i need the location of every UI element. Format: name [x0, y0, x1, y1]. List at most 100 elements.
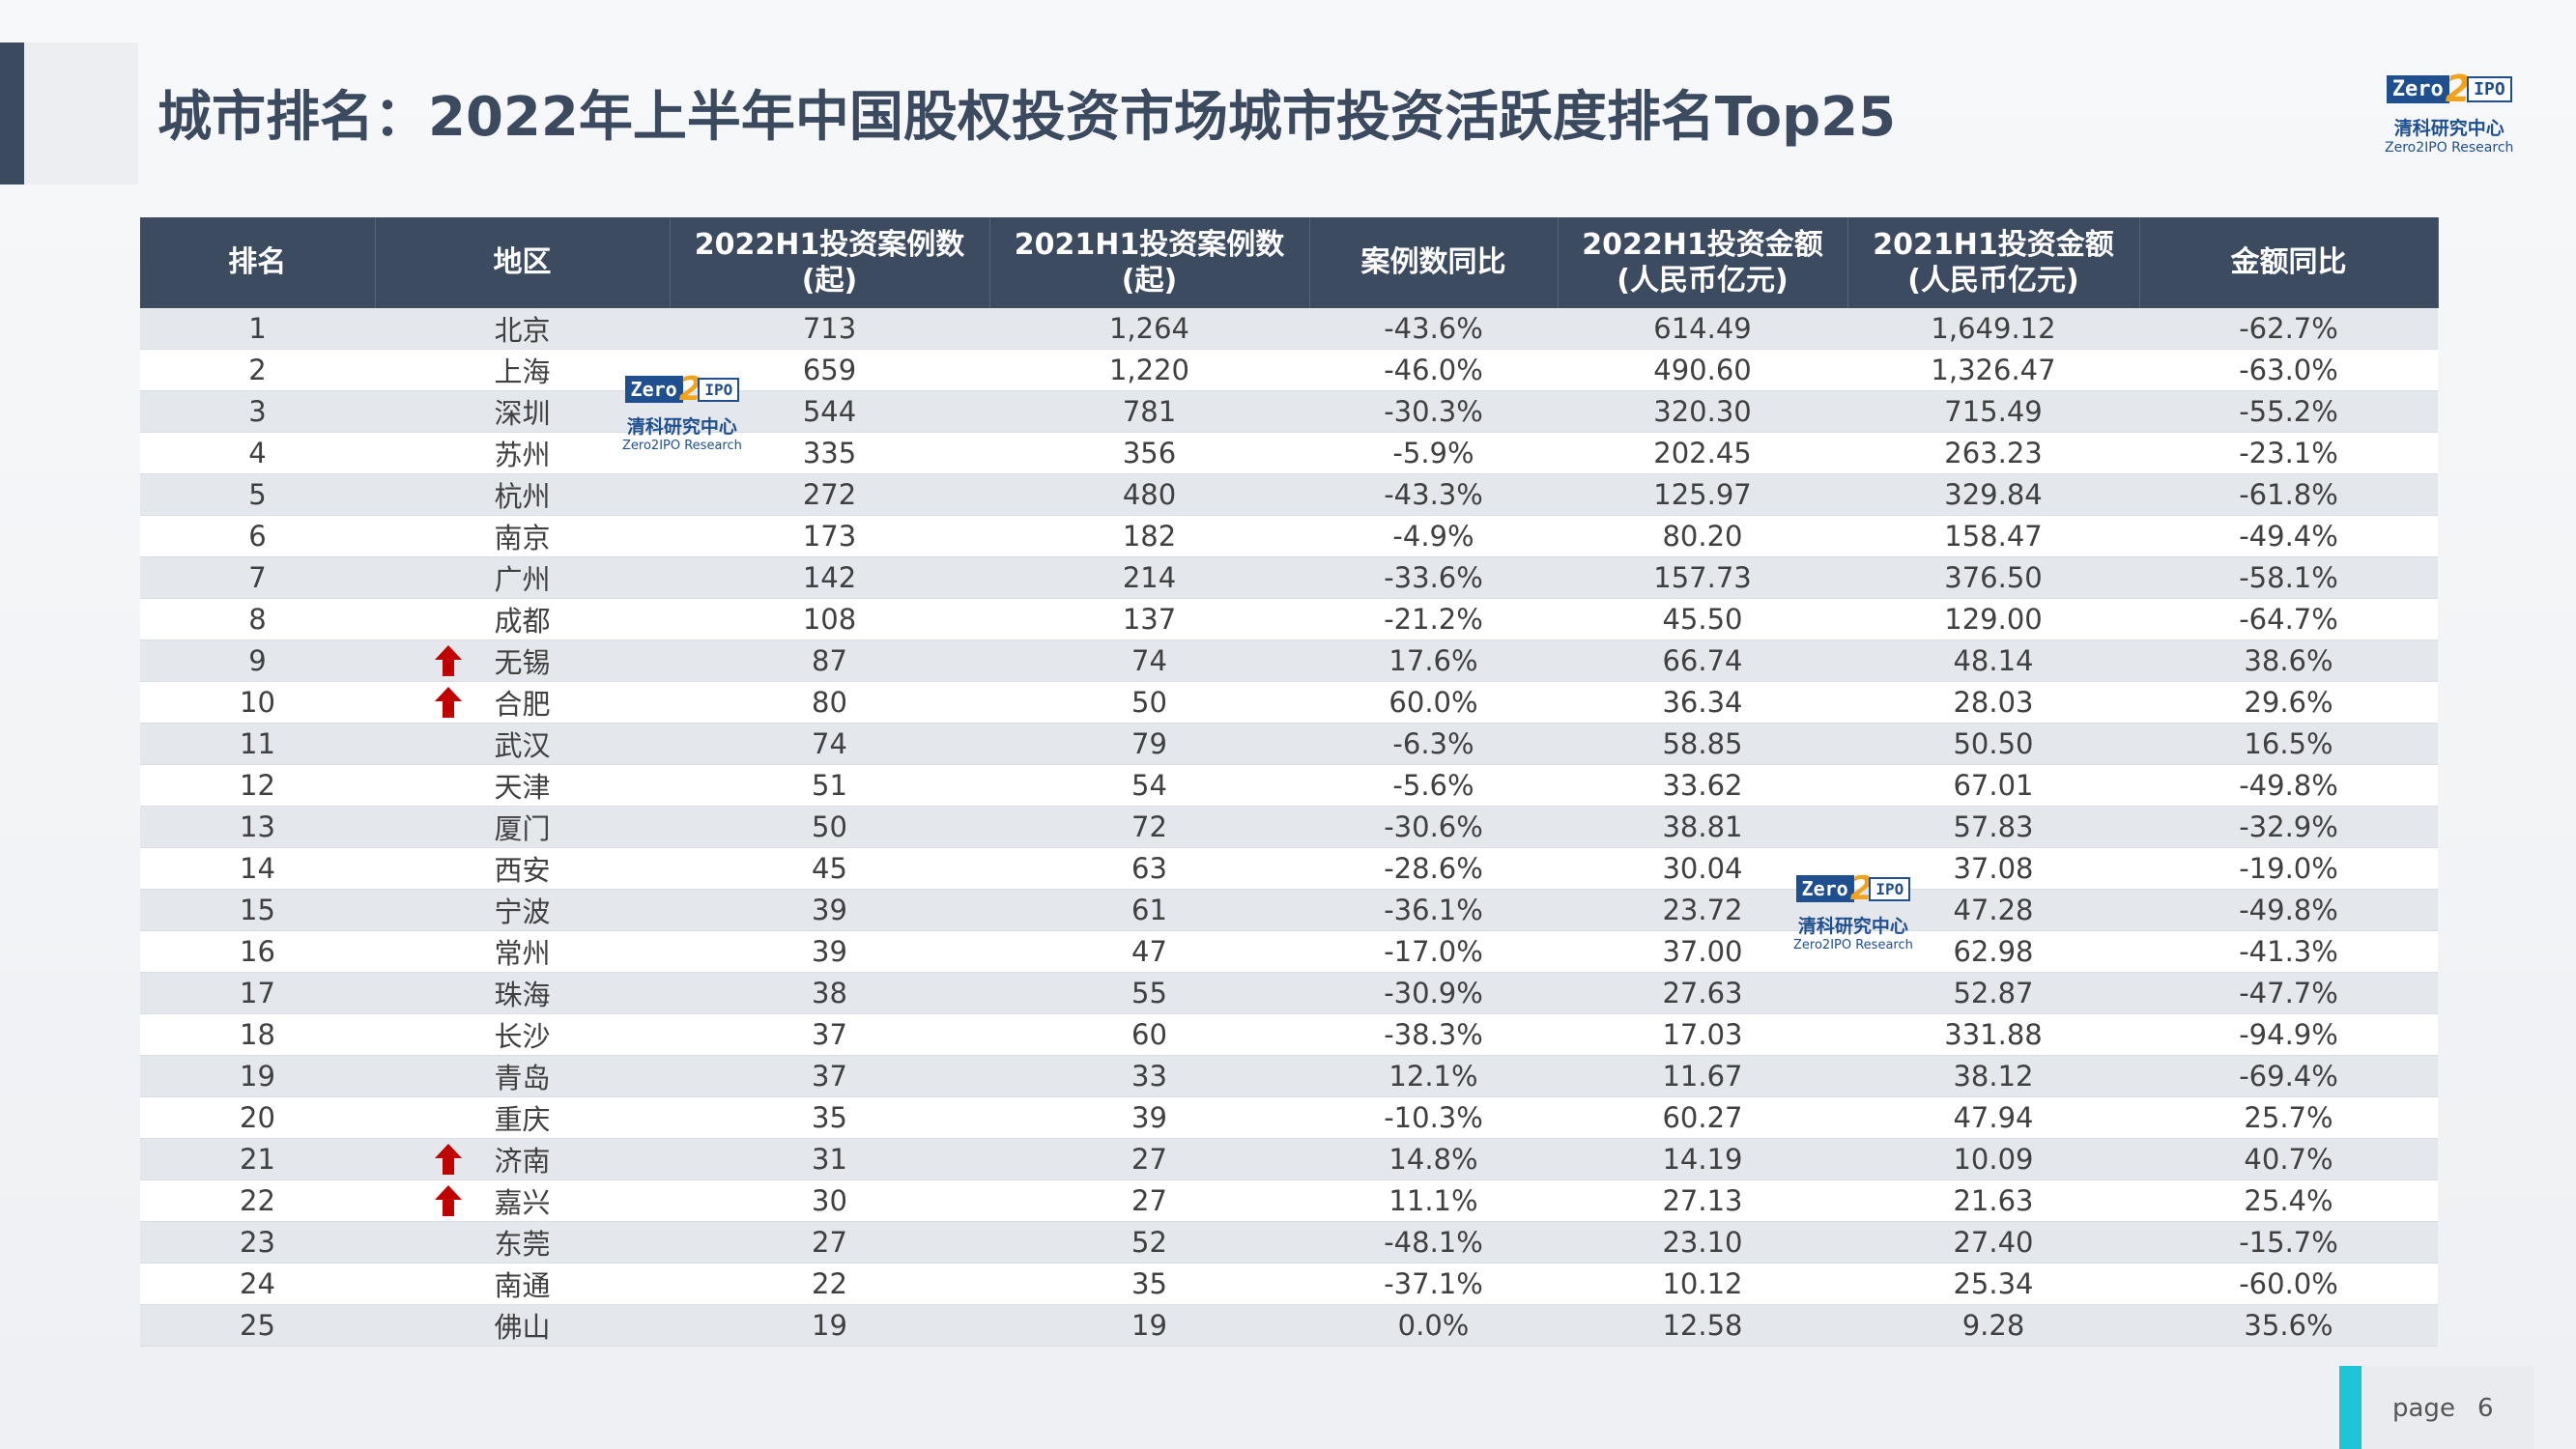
cell-amount-2021h1: 1,326.47	[1847, 349, 2139, 391]
table-row: 8 成都 108 137 -21.2% 45.50 129.00 -64.7%	[140, 598, 2438, 640]
region-name: 合肥	[494, 688, 551, 721]
cell-amount-2022h1: 27.13	[1558, 1179, 1847, 1222]
cell-cases-yoy: -33.6%	[1309, 556, 1558, 599]
cell-cases-yoy: 12.1%	[1309, 1055, 1558, 1097]
cell-amount-yoy: -47.7%	[2139, 972, 2438, 1014]
table-row: 25 佛山 19 19 0.0% 12.58 9.28 35.6%	[140, 1304, 2438, 1347]
cell-amount-yoy: -32.9%	[2139, 806, 2438, 848]
cell-cases-2021h1: 47	[989, 930, 1309, 973]
table-row: 16 常州 39 47 -17.0% 37.00 62.98 -41.3%	[140, 930, 2438, 973]
cell-cases-yoy: -46.0%	[1309, 349, 1558, 391]
cell-amount-2022h1: 60.27	[1558, 1096, 1847, 1139]
table-row: 21 济南 31 27 14.8% 14.19 10.09 40.7%	[140, 1138, 2438, 1180]
cell-region: 深圳	[375, 390, 670, 433]
table-row: 5 杭州 272 480 -43.3% 125.97 329.84 -61.8%	[140, 473, 2438, 516]
cell-rank: 7	[140, 556, 375, 599]
region-name: 宁波	[494, 895, 551, 928]
cell-cases-2021h1: 39	[989, 1096, 1309, 1139]
region-name: 成都	[494, 605, 551, 638]
cell-cases-2022h1: 87	[670, 639, 989, 682]
cell-cases-yoy: -17.0%	[1309, 930, 1558, 973]
cell-amount-2021h1: 52.87	[1847, 972, 2139, 1014]
cell-cases-2022h1: 80	[670, 681, 989, 724]
cell-cases-yoy: 11.1%	[1309, 1179, 1558, 1222]
cell-rank: 14	[140, 847, 375, 890]
cell-cases-2022h1: 30	[670, 1179, 989, 1222]
header-amount-2022h1: 2022H1投资金额 (人民币亿元)	[1558, 217, 1848, 308]
header-rank: 排名	[140, 217, 376, 308]
cell-cases-2021h1: 55	[989, 972, 1309, 1014]
header-label: 2022H1投资金额	[1582, 227, 1823, 262]
cell-cases-yoy: -38.3%	[1309, 1013, 1558, 1056]
cell-amount-yoy: 40.7%	[2139, 1138, 2438, 1180]
logo-two: 2	[2445, 68, 2472, 110]
cell-amount-yoy: -15.7%	[2139, 1221, 2438, 1264]
cell-rank: 1	[140, 308, 375, 350]
cell-rank: 10	[140, 681, 375, 724]
cell-amount-yoy: 35.6%	[2139, 1304, 2438, 1347]
cell-rank: 5	[140, 473, 375, 516]
cell-amount-2022h1: 33.62	[1558, 764, 1847, 807]
header-sublabel: (起)	[1121, 264, 1178, 298]
cell-cases-2021h1: 182	[989, 515, 1309, 557]
region-name: 南京	[494, 522, 551, 554]
table-row: 6 南京 173 182 -4.9% 80.20 158.47 -49.4%	[140, 515, 2438, 557]
table-row: 11 武汉 74 79 -6.3% 58.85 50.50 16.5%	[140, 723, 2438, 765]
cell-cases-yoy: 60.0%	[1309, 681, 1558, 724]
header-sublabel: (人民币亿元)	[1617, 264, 1789, 298]
cell-amount-2022h1: 157.73	[1558, 556, 1847, 599]
region-name: 深圳	[494, 397, 551, 430]
city-ranking-table: 排名 地区 2022H1投资案例数 (起) 2021H1投资案例数 (起) 案例数同比 202…	[140, 217, 2439, 1347]
header-label: 金额同比	[2230, 245, 2347, 280]
region-name: 武汉	[494, 729, 551, 762]
cell-amount-2022h1: 36.34	[1558, 681, 1847, 724]
cell-amount-yoy: -58.1%	[2139, 556, 2438, 599]
cell-cases-2022h1: 35	[670, 1096, 989, 1139]
cell-cases-2022h1: 50	[670, 806, 989, 848]
cell-region: 合肥	[375, 681, 670, 724]
cell-amount-2021h1: 48.14	[1847, 639, 2139, 682]
cell-amount-2022h1: 30.04	[1558, 847, 1847, 890]
cell-region: 西安	[375, 847, 670, 890]
cell-rank: 9	[140, 639, 375, 682]
cell-amount-2021h1: 67.01	[1847, 764, 2139, 807]
header-cases-yoy: 案例数同比	[1309, 217, 1559, 308]
logo-cn-text: 清科研究中心	[2393, 118, 2504, 139]
region-name: 厦门	[494, 812, 551, 845]
cell-cases-2022h1: 45	[670, 847, 989, 890]
logo-mark: Zero 2 IPO	[2386, 68, 2512, 110]
brand-logo: Zero 2 IPO 清科研究中心 Zero2IPO Research	[2385, 68, 2513, 156]
header-label: 2021H1投资案例数	[1014, 227, 1285, 262]
cell-cases-2022h1: 272	[670, 473, 989, 516]
region-name: 苏州	[494, 439, 551, 471]
header-label: 2022H1投资案例数	[694, 227, 965, 262]
region-name: 济南	[494, 1145, 551, 1178]
region-name: 杭州	[494, 480, 551, 513]
cell-amount-yoy: -62.7%	[2139, 308, 2438, 350]
cell-amount-2021h1: 62.98	[1847, 930, 2139, 973]
table-row: 24 南通 22 35 -37.1% 10.12 25.34 -60.0%	[140, 1263, 2438, 1305]
cell-amount-2022h1: 38.81	[1558, 806, 1847, 848]
cell-amount-2022h1: 58.85	[1558, 723, 1847, 765]
region-name: 上海	[494, 355, 551, 388]
cell-cases-yoy: 14.8%	[1309, 1138, 1558, 1180]
cell-amount-yoy: 25.7%	[2139, 1096, 2438, 1139]
cell-amount-2021h1: 57.83	[1847, 806, 2139, 848]
cell-amount-2022h1: 66.74	[1558, 639, 1847, 682]
cell-amount-2021h1: 50.50	[1847, 723, 2139, 765]
header-cases-2021h1: 2021H1投资案例数 (起)	[989, 217, 1310, 308]
cell-region: 嘉兴	[375, 1179, 670, 1222]
cell-rank: 13	[140, 806, 375, 848]
header-label: 地区	[493, 245, 552, 280]
header-sublabel: (起)	[801, 264, 858, 298]
table-row: 2 上海 659 1,220 -46.0% 490.60 1,326.47 -63.0%	[140, 349, 2438, 391]
cell-amount-2021h1: 21.63	[1847, 1179, 2139, 1222]
cell-amount-2021h1: 9.28	[1847, 1304, 2139, 1347]
cell-rank: 25	[140, 1304, 375, 1347]
table-row: 1 北京 713 1,264 -43.6% 614.49 1,649.12 -62.7%	[140, 308, 2438, 350]
region-name: 天津	[494, 771, 551, 804]
watermark-logo: Zero 2 IPO 清科研究中心 Zero2IPO Research	[622, 370, 742, 453]
cell-cases-2021h1: 356	[989, 432, 1309, 474]
table-row: 20 重庆 35 39 -10.3% 60.27 47.94 25.7%	[140, 1096, 2438, 1139]
cell-cases-2021h1: 137	[989, 598, 1309, 640]
